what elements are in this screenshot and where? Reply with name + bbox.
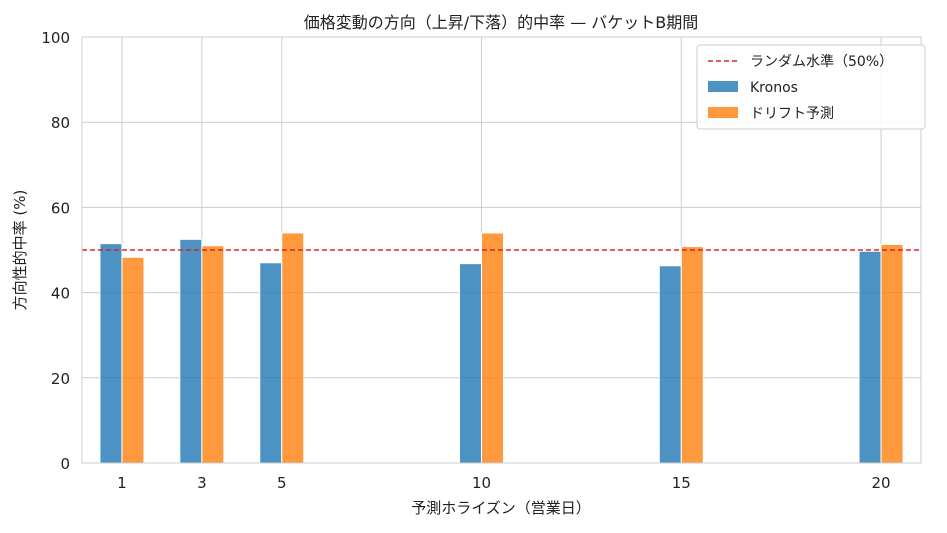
bar-kronos-h10 — [459, 263, 483, 464]
bar-drift-h3 — [201, 245, 225, 464]
x-axis-label: 予測ホライズン（営業日） — [411, 499, 591, 517]
bar-drift-h20 — [880, 243, 904, 464]
x-tick-label: 1 — [117, 474, 127, 492]
y-tick-label: 60 — [51, 199, 70, 217]
legend-label-drift: ドリフト予測 — [750, 106, 834, 122]
x-tick-label: 10 — [472, 474, 491, 492]
y-tick-label: 80 — [51, 114, 70, 132]
bar-drift-h10 — [481, 232, 505, 464]
x-tick-label: 15 — [672, 474, 691, 492]
bar-drift-h15 — [680, 246, 704, 464]
x-tick-label: 3 — [197, 474, 207, 492]
x-tick-label: 20 — [872, 474, 891, 492]
bar-kronos-h20 — [858, 250, 882, 464]
y-axis-label: 方向性的中率 (%) — [11, 190, 29, 311]
legend-swatch-kronos — [708, 81, 738, 92]
legend-box — [696, 44, 926, 130]
bar-kronos-h5 — [259, 262, 283, 464]
y-tick-label: 20 — [51, 370, 70, 388]
chart-title: 価格変動の方向（上昇/下落）的中率 — バケットB期間 — [304, 13, 699, 32]
tick-labels: 0 20 40 60 80 100 1 3 5 10 15 20 — [41, 29, 890, 492]
x-tick-label: 5 — [277, 474, 287, 492]
bar-drift-h1 — [121, 256, 145, 464]
legend-swatch-drift — [708, 107, 738, 118]
bar-kronos-h3 — [179, 238, 203, 464]
legend: ランダム水準（50%） Kronos ドリフト予測 — [696, 44, 926, 130]
bar-kronos-h1 — [99, 243, 123, 464]
legend-label-kronos: Kronos — [750, 80, 798, 96]
y-tick-label: 40 — [51, 285, 70, 303]
plot-frame — [81, 36, 922, 464]
bars — [99, 232, 904, 464]
bar-kronos-h15 — [658, 265, 682, 464]
bar-drift-h5 — [281, 232, 305, 464]
y-tick-label: 0 — [60, 455, 70, 473]
legend-label-random: ランダム水準（50%） — [750, 54, 893, 70]
y-tick-label: 100 — [41, 29, 70, 47]
